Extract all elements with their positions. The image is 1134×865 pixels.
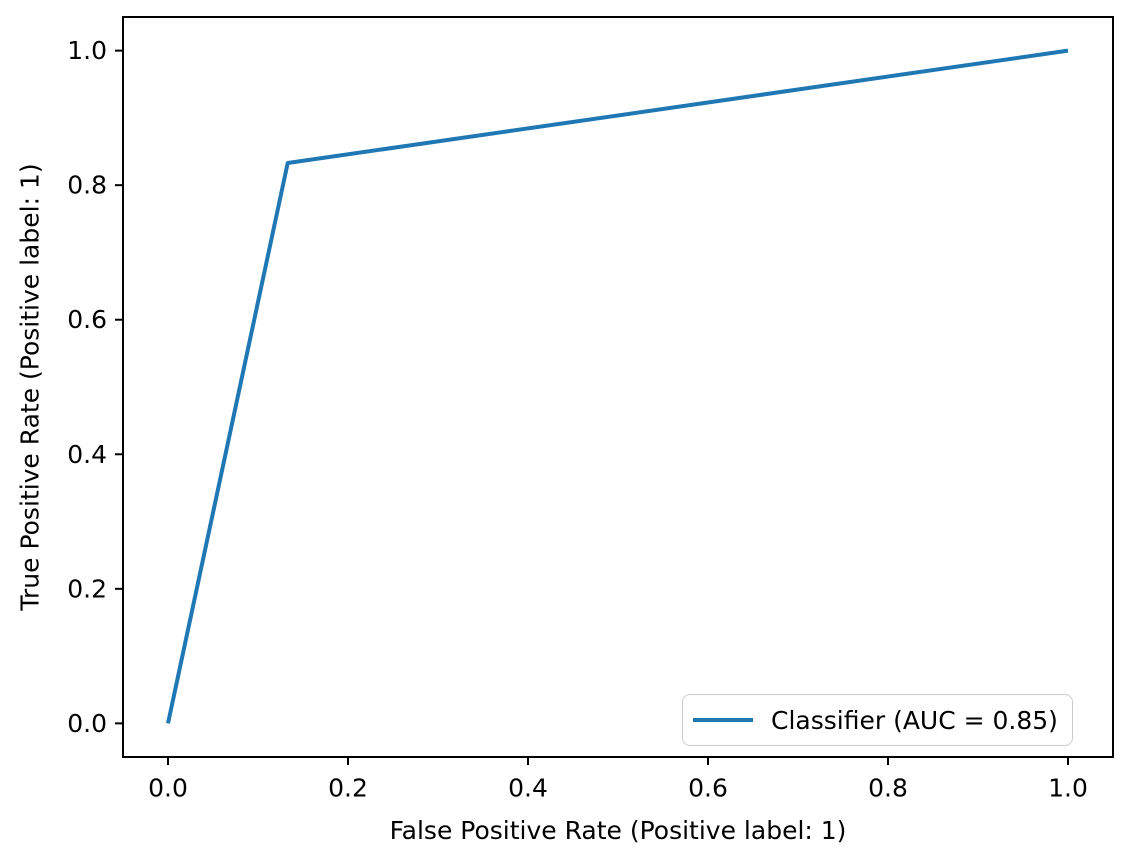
y-axis-label: True Positive Rate (Positive label: 1) <box>15 163 45 611</box>
y-tick-label: 0.8 <box>67 171 107 200</box>
legend-line-sample-icon <box>693 718 753 722</box>
x-tick-label: 0.4 <box>508 773 548 802</box>
y-tick-label: 1.0 <box>67 36 107 65</box>
axes-frame <box>122 16 1114 758</box>
y-tick-label: 0.0 <box>67 709 107 738</box>
x-tick-label: 0.2 <box>328 773 368 802</box>
x-tick-label: 0.0 <box>148 773 188 802</box>
y-tick-label: 0.6 <box>67 305 107 334</box>
y-tick-label: 0.4 <box>67 440 107 469</box>
roc-curve-line <box>166 48 1069 724</box>
legend-label: Classifier (AUC = 0.85) <box>771 705 1058 735</box>
x-tick-label: 1.0 <box>1048 773 1088 802</box>
x-tick-label: 0.6 <box>688 773 728 802</box>
legend: Classifier (AUC = 0.85) <box>682 694 1073 746</box>
y-tick-label: 0.2 <box>67 574 107 603</box>
x-axis-label: False Positive Rate (Positive label: 1) <box>389 816 847 845</box>
x-tick-label: 0.8 <box>868 773 908 802</box>
